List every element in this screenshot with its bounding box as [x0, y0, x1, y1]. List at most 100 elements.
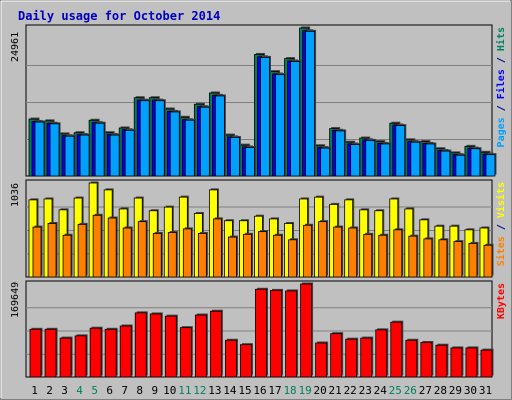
bar-pages-day-24: [380, 143, 391, 177]
bar-pages-day-1: [34, 121, 45, 177]
x-tick-label-day-24: 24: [374, 384, 388, 397]
bar-sites-day-22: [348, 227, 358, 278]
x-axis-labels: 1 2 3 4 5 6 7 8 9 10 11 12 13 14 15 16 17 18 19 20 21 22 23 24 2…: [31, 384, 492, 397]
panel-mid: 1036 Sites / Visits: [10, 179, 507, 278]
bar-sites-day-8: [137, 221, 147, 278]
bar-pages-day-23: [365, 140, 376, 177]
x-tick-label-day-8: 8: [136, 384, 143, 397]
bar-pages-day-7: [124, 129, 135, 177]
bar-sites-day-25: [393, 229, 403, 278]
bar-pages-day-30: [470, 148, 481, 177]
bar-sites-day-17: [273, 234, 282, 278]
bar-kbytes-day-21: [330, 333, 343, 378]
bar-kbytes-day-31: [480, 349, 493, 378]
chart-panels: 24961 Pages / Files / Hits 1036 Sites / Vis…: [10, 24, 507, 378]
x-tick-label-day-22: 22: [344, 384, 357, 397]
bar-pages-day-17: [275, 74, 285, 177]
bar-kbytes-day-28: [435, 344, 448, 378]
bar-kbytes-day-26: [405, 339, 418, 378]
x-tick-label-day-12: 12: [193, 384, 206, 397]
bar-kbytes-day-7: [119, 325, 132, 378]
x-tick-label-day-3: 3: [61, 384, 68, 397]
bar-sites-day-16: [258, 231, 267, 278]
bar-pages-day-8: [139, 100, 150, 177]
bar-sites-day-20: [318, 221, 328, 278]
bar-kbytes-day-1: [29, 328, 42, 378]
bar-pages-day-9: [154, 100, 165, 177]
x-tick-label-day-18: 18: [283, 384, 296, 397]
panel-bot-legend: KBytes: [496, 283, 507, 319]
bar-kbytes-day-3: [59, 337, 72, 378]
bar-sites-day-2: [47, 223, 57, 278]
bar-sites-day-9: [152, 233, 162, 278]
bar-pages-day-20: [320, 147, 331, 177]
bar-pages-day-6: [109, 134, 120, 177]
bar-kbytes-day-20: [315, 342, 328, 378]
x-tick-label-day-27: 27: [419, 384, 432, 397]
panel-top-legend: Pages / Files / Hits: [495, 27, 507, 147]
bar-kbytes-day-9: [149, 313, 162, 378]
bar-kbytes-day-30: [465, 347, 478, 378]
x-tick-label-day-23: 23: [359, 384, 372, 397]
bar-kbytes-day-10: [164, 315, 177, 378]
x-tick-label-day-15: 15: [238, 384, 251, 397]
bar-kbytes-day-15: [240, 344, 252, 378]
bar-pages-day-29: [455, 154, 466, 177]
bar-sites-day-26: [408, 235, 418, 278]
legend-top-part: /: [496, 51, 507, 69]
panel-bot-max-label: 169649: [10, 282, 21, 318]
bar-kbytes-day-6: [104, 328, 117, 378]
bar-kbytes-day-16: [255, 288, 267, 378]
bar-pages-day-21: [335, 130, 346, 177]
legend-top-part: Files: [495, 69, 507, 99]
bar-sites-day-5: [92, 214, 102, 278]
bar-kbytes-day-2: [44, 328, 57, 378]
bar-kbytes-day-25: [390, 321, 403, 378]
x-tick-label-day-11: 11: [178, 384, 191, 397]
bar-sites-day-15: [243, 233, 252, 278]
bar-sites-day-13: [212, 218, 222, 278]
bar-kbytes-day-29: [450, 347, 463, 378]
x-tick-label-day-10: 10: [163, 384, 176, 397]
x-tick-label-day-6: 6: [106, 384, 113, 397]
bar-sites-day-1: [32, 226, 42, 278]
bar-pages-day-5: [94, 122, 105, 177]
bar-sites-day-28: [438, 239, 448, 278]
bar-sites-day-24: [378, 234, 388, 278]
bar-sites-day-21: [333, 226, 343, 278]
bar-pages-day-13: [214, 95, 225, 177]
bar-pages-day-2: [49, 123, 60, 177]
bar-kbytes-day-24: [375, 329, 388, 378]
x-tick-label-day-9: 9: [151, 384, 158, 397]
bar-pages-day-18: [290, 61, 300, 177]
legend-mid-part: /: [496, 218, 507, 236]
bar-pages-day-11: [184, 119, 195, 177]
bar-pages-day-10: [169, 111, 180, 177]
bar-pages-day-28: [440, 150, 451, 177]
x-tick-label-day-7: 7: [121, 384, 128, 397]
x-tick-label-day-2: 2: [46, 384, 53, 397]
bar-sites-day-12: [197, 233, 207, 278]
bar-pages-day-26: [410, 141, 421, 177]
bar-pages-day-16: [260, 57, 270, 177]
x-tick-label-day-17: 17: [268, 384, 281, 397]
bar-sites-day-30: [468, 243, 478, 278]
x-tick-label-day-31: 31: [479, 384, 492, 397]
x-tick-label-day-4: 4: [76, 384, 83, 397]
x-tick-label-day-26: 26: [404, 384, 417, 397]
x-tick-label-day-25: 25: [389, 384, 402, 397]
bar-sites-day-14: [228, 236, 237, 278]
bar-kbytes-day-12: [194, 314, 207, 378]
bar-pages-day-14: [230, 137, 240, 177]
bar-sites-day-10: [167, 232, 177, 278]
bar-kbytes-day-13: [209, 310, 222, 378]
bar-kbytes-day-18: [285, 290, 297, 378]
legend-bot-part: KBytes: [496, 283, 507, 319]
x-tick-label-day-28: 28: [434, 384, 447, 397]
x-tick-label-day-1: 1: [31, 384, 38, 397]
bar-kbytes-day-11: [179, 327, 192, 378]
bar-pages-day-4: [79, 134, 90, 177]
x-tick-label-day-5: 5: [91, 384, 98, 397]
legend-mid-part: Sites: [495, 236, 507, 266]
